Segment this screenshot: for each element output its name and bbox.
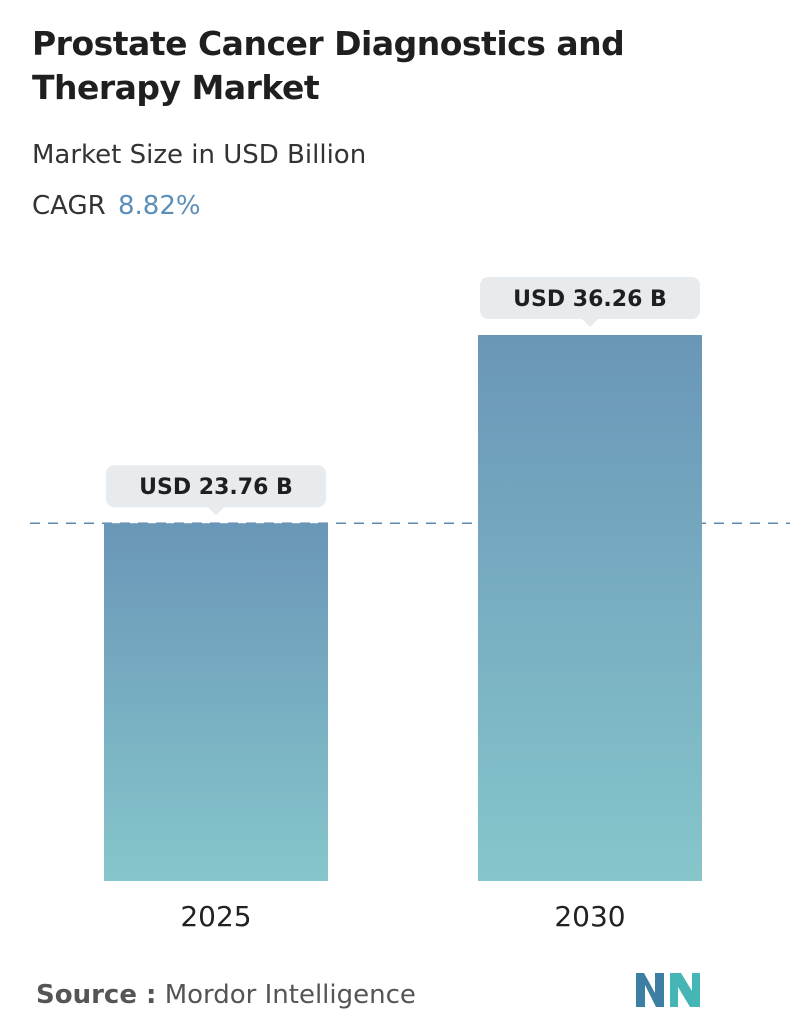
chart-subtitle: Market Size in USD Billion — [32, 140, 367, 170]
data-label-box — [480, 277, 700, 319]
bar-2025 — [104, 523, 328, 881]
source-name: Mordor Intelligence — [164, 980, 416, 1010]
cagr-value: 8.82% — [117, 191, 201, 221]
bar-2030 — [478, 335, 702, 881]
x-tick-label: 2030 — [554, 900, 625, 933]
bar-chart: USD 23.76 B 2025 USD 36.26 B 2030 — [30, 277, 790, 933]
data-label-box — [106, 465, 326, 508]
source-label: Source : — [36, 980, 157, 1010]
data-label-pointer — [582, 319, 598, 327]
cagr-line: CAGR 8.82% — [32, 191, 201, 221]
source-line: Source : Mordor Intelligence — [36, 980, 416, 1010]
data-label: USD 23.76 B — [139, 475, 293, 500]
data-label-pointer — [208, 507, 224, 516]
cagr-label: CAGR — [32, 191, 106, 221]
x-tick-label: 2025 — [180, 900, 251, 933]
chart-title: Prostate Cancer Diagnostics and Therapy … — [32, 24, 625, 107]
mordor-intelligence-logo-icon — [636, 973, 700, 1007]
data-label: USD 36.26 B — [513, 287, 667, 312]
